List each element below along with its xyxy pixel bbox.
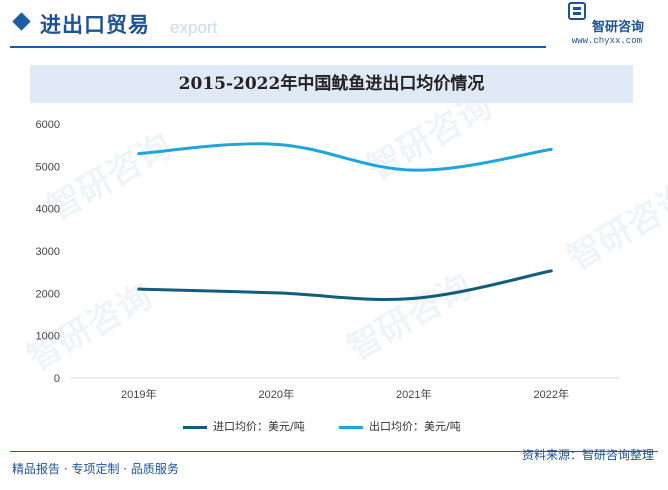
y-tick-label: 4000 [36, 204, 60, 216]
y-tick-label: 6000 [36, 119, 60, 131]
x-tick-label: 2020年 [259, 387, 294, 401]
brand-url: www.chyxx.com [571, 36, 642, 46]
data-point-import [412, 296, 416, 300]
legend-item-export: 出口均价：美元/吨 [339, 418, 461, 434]
data-point-import [274, 291, 278, 295]
brand-logo-icon [568, 2, 586, 20]
x-tick-label: 2019年 [121, 387, 156, 401]
section-title: 进出口贸易 [40, 13, 150, 37]
y-tick-label: 2000 [36, 288, 60, 300]
legend-item-import: 进口均价：美元/吨 [183, 418, 305, 434]
brand-name: 智研咨询 [591, 20, 644, 35]
y-tick-label: 1000 [36, 331, 60, 343]
y-tick-label: 0 [54, 373, 60, 385]
header-divider [10, 46, 546, 48]
series-line-import [138, 269, 552, 301]
data-point-export [412, 168, 416, 172]
footer-slogan: 精品报告 · 专项定制 · 品质服务 [12, 462, 179, 476]
footer-divider [10, 451, 658, 452]
legend-swatch-export [339, 425, 363, 429]
data-point-export [549, 147, 553, 151]
series-line-export [138, 142, 552, 172]
data-point-export [137, 152, 141, 156]
chart-title-band: 2015-2022年中国鱿鱼进出口均价情况 [30, 65, 633, 103]
data-source-text: 资料来源：智研咨询整理 [521, 448, 654, 462]
legend-label-import: 进口均价：美元/吨 [213, 420, 305, 433]
line-chart: 0 1000 2000 3000 4000 5000 6000 2019年 2020年 2021年… [36, 119, 620, 401]
diamond-icon [12, 12, 31, 31]
data-point-export [274, 142, 278, 146]
y-tick-label: 3000 [36, 246, 60, 258]
legend-swatch-import [183, 425, 207, 429]
data-point-import [137, 287, 141, 291]
chart-title: 2015-2022年中国鱿鱼进出口均价情况 [178, 74, 485, 94]
x-tick-label: 2021年 [396, 387, 431, 401]
y-tick-label: 5000 [36, 161, 60, 173]
data-source: 资料来源：智研咨询整理 [522, 446, 654, 463]
data-point-import [549, 269, 553, 273]
legend-label-export: 出口均价：美元/吨 [369, 420, 461, 433]
x-tick-label: 2022年 [534, 387, 569, 401]
header: 进出口贸易 export 智研咨询 www.chyxx.com [0, 0, 668, 52]
section-ghost-text: export [170, 18, 218, 37]
